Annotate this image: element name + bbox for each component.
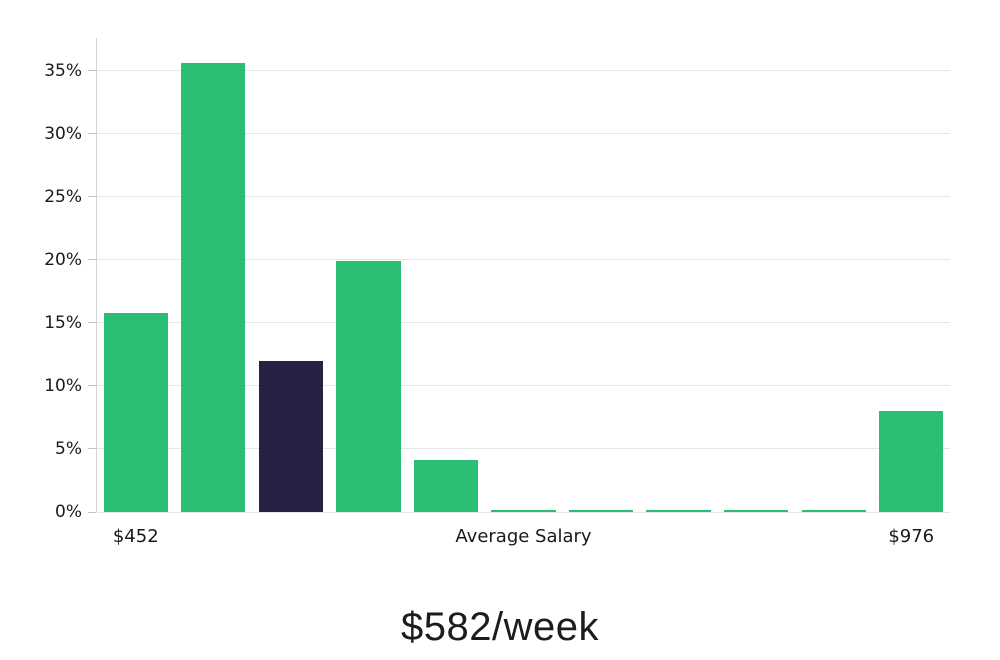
y-tick-mark (88, 70, 96, 72)
bar (723, 510, 789, 512)
y-tick-mark (88, 511, 96, 513)
x-tick-label: $452 (112, 526, 159, 547)
bar (103, 312, 168, 512)
y-tick-label: 10% (44, 375, 82, 396)
gridline (97, 133, 950, 135)
y-tick-mark (88, 133, 96, 135)
y-axis-labels: 0% 5% 10% 15% 20% 25% 30% 35% (0, 38, 88, 522)
x-tick-label: $976 (888, 526, 935, 547)
y-tick-label: 20% (44, 249, 82, 270)
gridline (97, 70, 950, 72)
y-tick-mark (88, 322, 96, 324)
y-axis-line (96, 38, 97, 512)
bar (336, 261, 401, 512)
gridline (97, 448, 950, 450)
y-tick-label: 35% (44, 60, 82, 81)
bar (879, 411, 944, 512)
y-tick-label: 25% (44, 186, 82, 207)
y-tick-label: 5% (55, 438, 82, 459)
y-tick-label: 30% (44, 123, 82, 144)
gridline (97, 196, 950, 198)
y-tick-mark (88, 259, 96, 261)
bar (646, 510, 711, 512)
chart-title: $582/week (401, 605, 599, 649)
bar (491, 510, 556, 512)
plot-area (88, 38, 950, 513)
gridline (97, 385, 950, 387)
gridline (97, 511, 950, 513)
gridline (97, 322, 950, 324)
bar (181, 63, 246, 512)
bar (413, 460, 479, 512)
bar (801, 510, 866, 512)
y-tick-label: 0% (55, 502, 82, 522)
y-tick-mark (88, 385, 96, 387)
x-tick-label: Average Salary (455, 526, 592, 547)
bar (568, 510, 634, 512)
y-tick-label: 15% (44, 312, 82, 333)
bar-highlighted (258, 360, 324, 512)
x-axis-labels: $452 Average Salary $976 (97, 526, 950, 556)
gridline (97, 259, 950, 261)
y-tick-mark (88, 196, 96, 198)
y-tick-mark (88, 448, 96, 450)
